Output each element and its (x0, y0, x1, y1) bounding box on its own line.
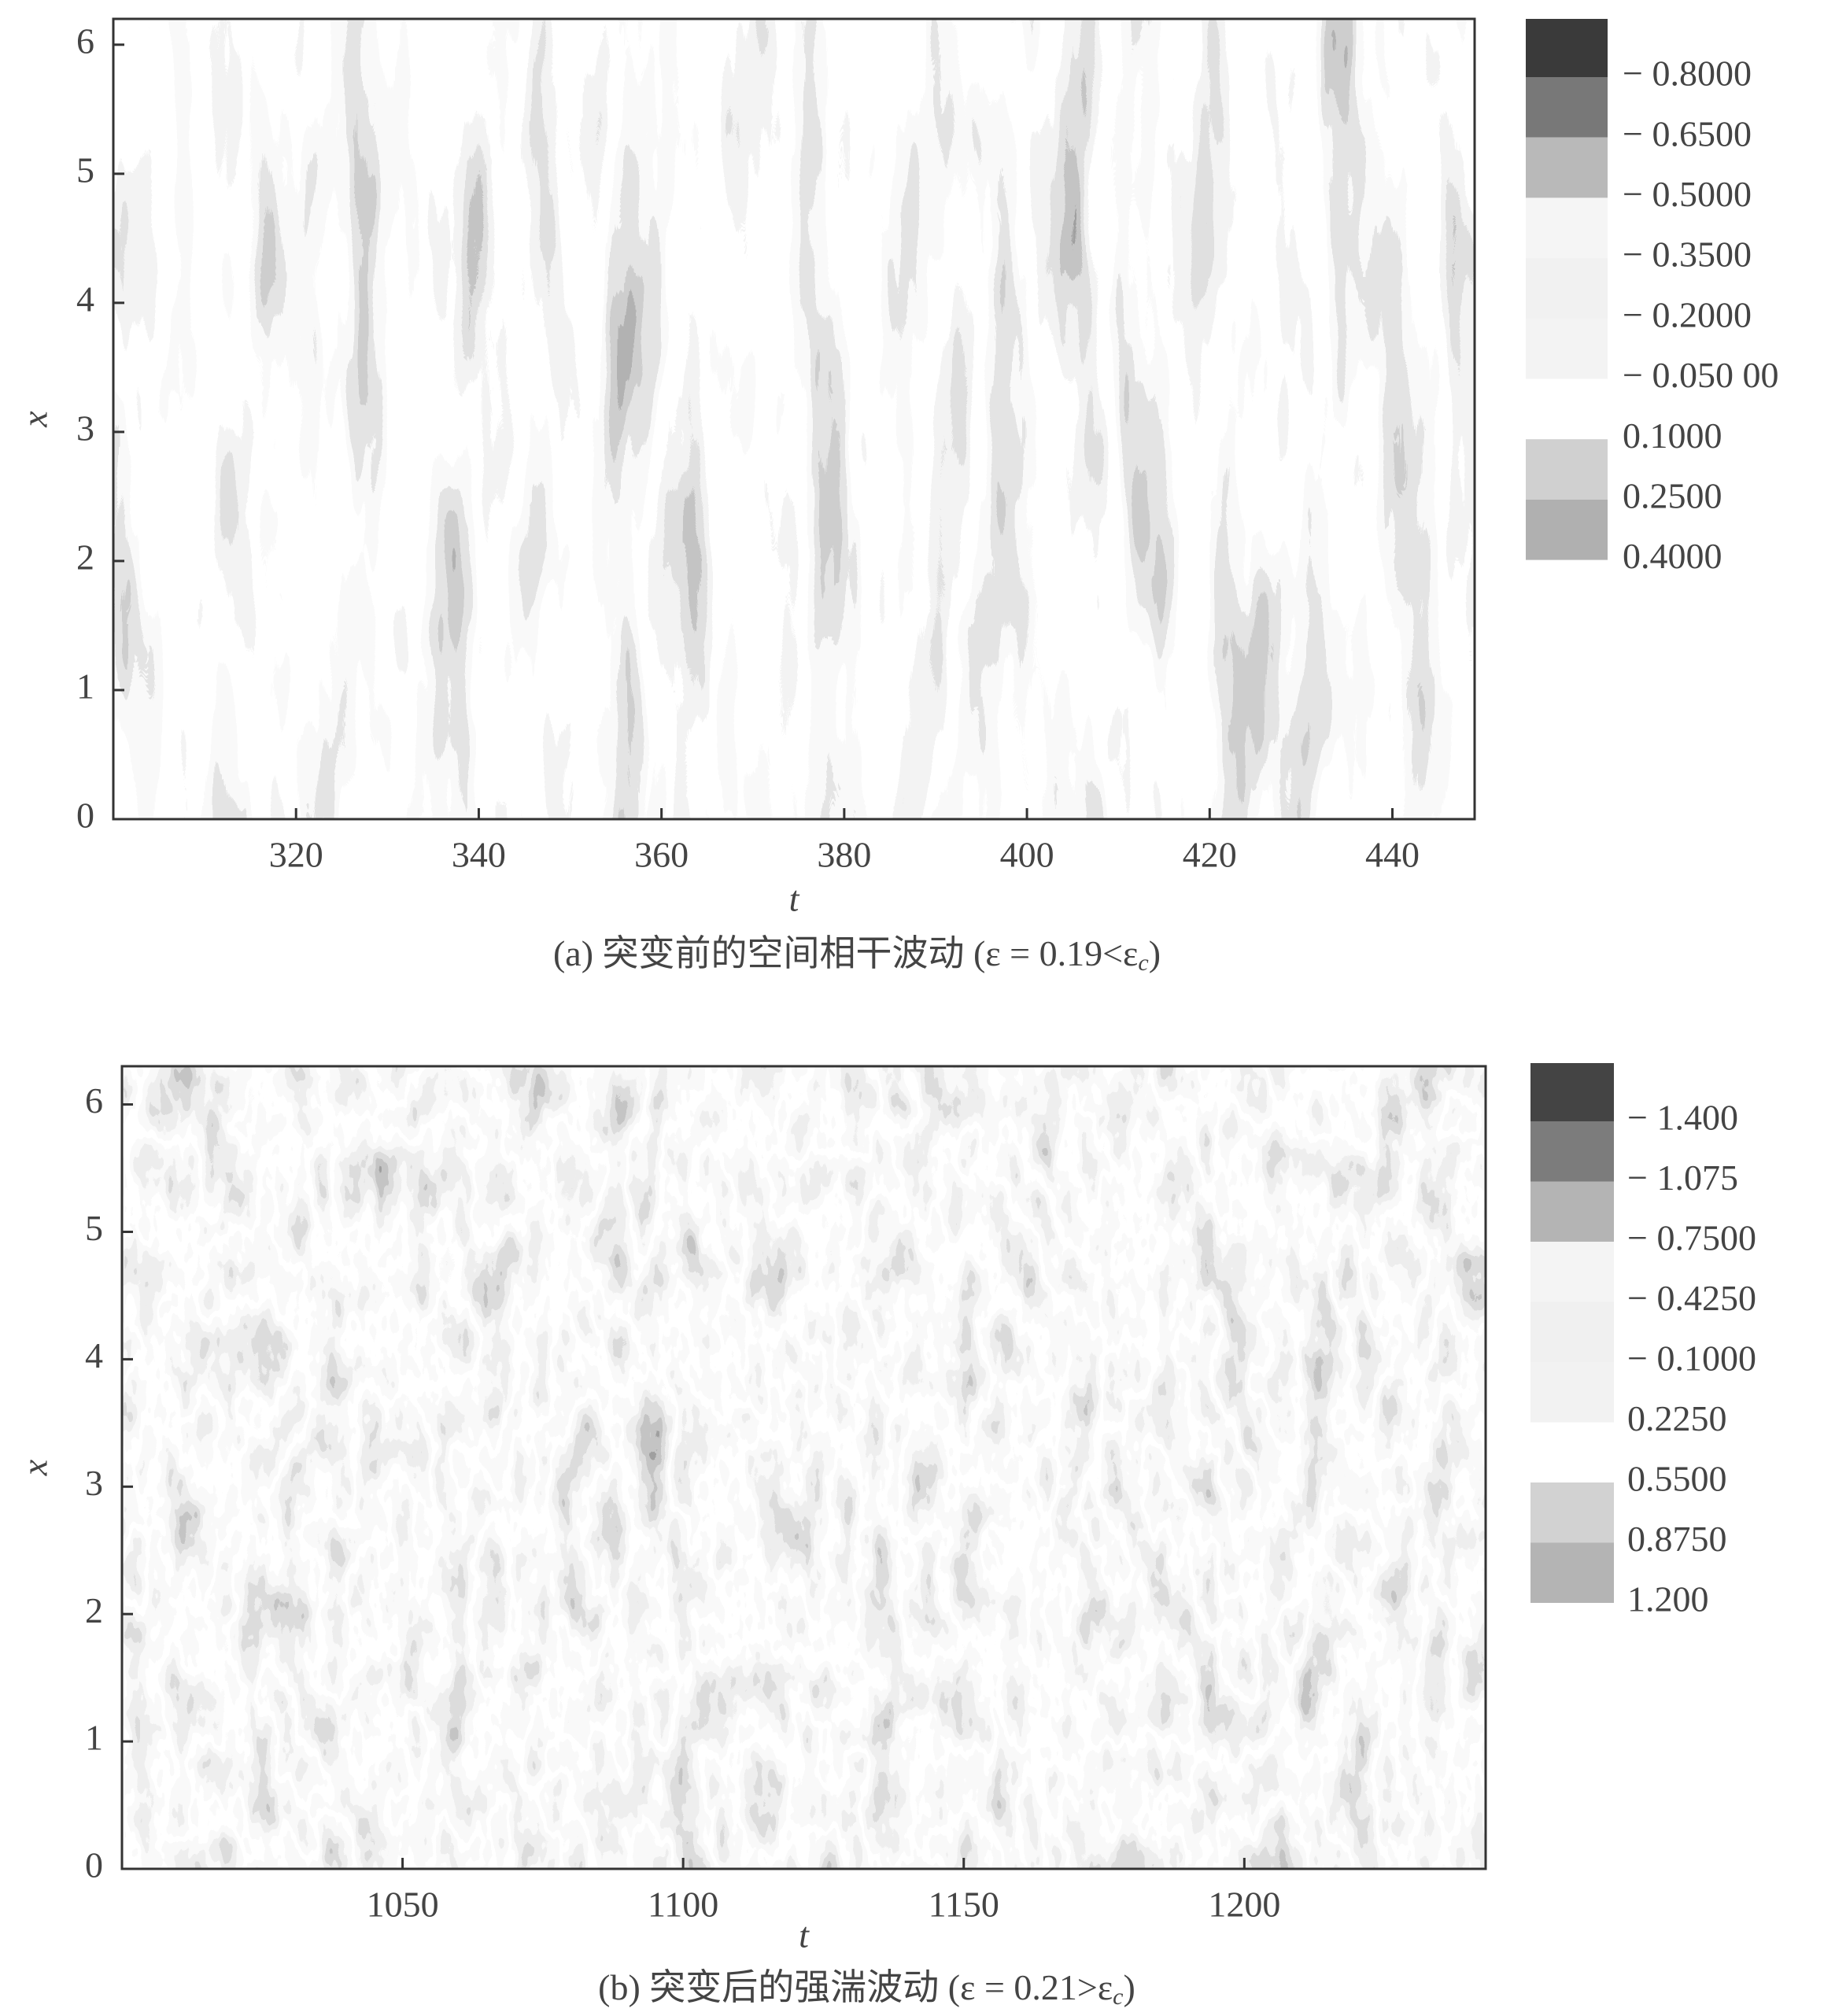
y-tick-label: 6 (76, 20, 94, 61)
legend-swatch (1530, 1482, 1614, 1543)
caption-end: ) (1123, 1967, 1135, 2007)
legend-swatch (1526, 137, 1608, 198)
y-tick-label: 5 (76, 150, 94, 190)
legend-label: − 1.075 (1627, 1158, 1738, 1198)
legend-label: − 0.3500 (1623, 234, 1752, 275)
legend-label: − 0.4250 (1627, 1278, 1756, 1318)
legend-swatch (1530, 1362, 1614, 1423)
legend-swatch (1526, 499, 1608, 560)
y-tick-label: 6 (85, 1080, 103, 1121)
x-tick-label: 420 (1183, 835, 1237, 875)
x-tick-label: 400 (1000, 835, 1054, 875)
legend-label: 1.200 (1627, 1579, 1709, 1619)
y-tick-label: 4 (76, 279, 94, 319)
caption: (a) 突变前的空间相干波动 (ε = 0.19<εc) (553, 933, 1161, 976)
y-tick-label: 5 (85, 1208, 103, 1248)
y-axis-label: x (15, 411, 55, 428)
caption-subscript: c (1138, 950, 1148, 976)
legend-swatch (1526, 198, 1608, 259)
legend-swatch (1530, 1302, 1614, 1362)
x-tick-label: 340 (452, 835, 506, 875)
x-tick-label: 1050 (367, 1885, 439, 1925)
y-tick-label: 2 (76, 537, 94, 577)
legend-swatch (1526, 19, 1608, 77)
legend-label: 0.2500 (1623, 475, 1722, 515)
x-tick-label: 320 (269, 835, 323, 875)
plot-frame (112, 17, 1476, 821)
legend-label: 0.4000 (1623, 536, 1722, 576)
legend-label: 0.1000 (1623, 415, 1722, 456)
x-axis-label: t (789, 879, 800, 919)
legend-swatch (1526, 318, 1608, 379)
caption-subscript: c (1113, 1984, 1123, 2010)
legend-label: 0.8750 (1627, 1519, 1727, 1559)
x-axis-label: t (799, 1915, 810, 1955)
legend-swatch (1530, 1542, 1614, 1603)
legend-label: − 0.6500 (1623, 113, 1752, 153)
contour-field (122, 1066, 1486, 1869)
x-tick-label: 360 (634, 835, 689, 875)
y-tick-label: 1 (85, 1718, 103, 1758)
x-tick-label: 380 (817, 835, 871, 875)
contour-field (113, 19, 1475, 819)
y-axis-label: x (15, 1459, 55, 1476)
caption-text: (b) 突变后的强湍波动 (ε = 0.21>ε (598, 1967, 1113, 2007)
legend-label: − 0.2000 (1623, 294, 1752, 334)
x-tick-label: 440 (1365, 835, 1420, 875)
x-tick-label: 1200 (1208, 1885, 1280, 1925)
legend-swatch (1530, 1063, 1614, 1121)
caption-text: (a) 突变前的空间相干波动 (ε = 0.19<ε (553, 933, 1138, 973)
caption-end: ) (1149, 933, 1161, 973)
y-tick-label: 3 (85, 1463, 103, 1503)
y-tick-label: 1 (76, 666, 94, 707)
legend-label: − 0.1000 (1627, 1338, 1756, 1379)
legend-swatch (1530, 1422, 1614, 1482)
legend-label: − 0.5000 (1623, 174, 1752, 214)
legend-swatch (1526, 378, 1608, 440)
legend-swatch (1530, 1181, 1614, 1242)
legend-swatch (1526, 258, 1608, 319)
legend-label: 0.2250 (1627, 1398, 1727, 1438)
y-tick-label: 2 (85, 1590, 103, 1630)
legend-label: − 0.7500 (1627, 1218, 1756, 1258)
y-tick-label: 0 (76, 796, 94, 836)
legend-label: − 0.050 00 (1623, 355, 1778, 395)
y-tick-label: 4 (85, 1335, 103, 1375)
legend-label: − 0.8000 (1623, 54, 1752, 94)
x-tick-label: 1100 (648, 1885, 718, 1925)
legend-swatch (1526, 77, 1608, 138)
y-tick-label: 3 (76, 408, 94, 448)
x-tick-label: 1150 (929, 1885, 999, 1925)
legend-label: − 1.400 (1627, 1098, 1738, 1138)
legend-label: 0.5500 (1627, 1459, 1727, 1499)
legend-swatch (1530, 1242, 1614, 1302)
legend-swatch (1530, 1121, 1614, 1182)
plot-frame (120, 1065, 1487, 1870)
y-tick-label: 0 (85, 1845, 103, 1885)
caption: (b) 突变后的强湍波动 (ε = 0.21>εc) (598, 1967, 1135, 2010)
legend-swatch (1526, 439, 1608, 500)
